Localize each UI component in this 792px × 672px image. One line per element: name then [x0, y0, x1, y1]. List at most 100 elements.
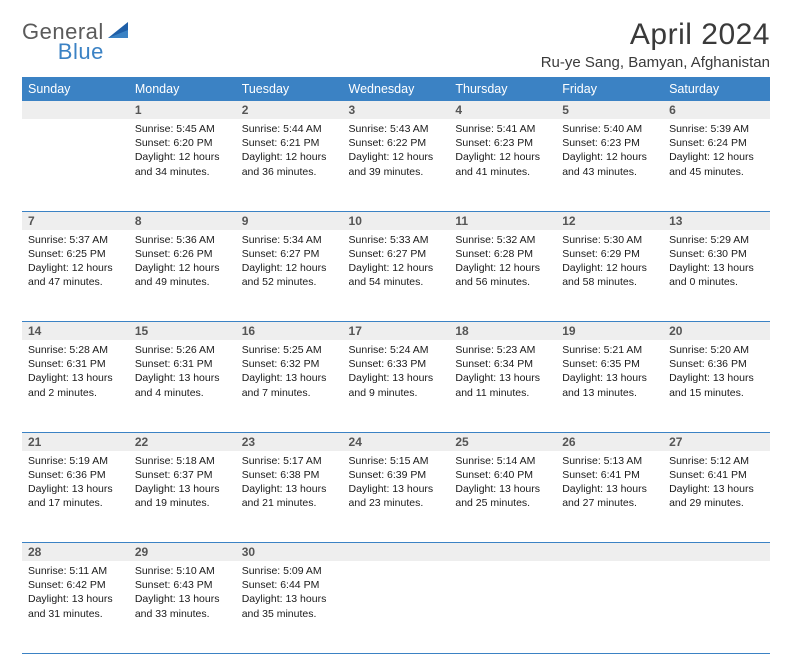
day-cell: Sunrise: 5:34 AMSunset: 6:27 PMDaylight:… [236, 230, 343, 322]
sunrise-line: Sunrise: 5:33 AM [349, 233, 444, 247]
day-number-cell: 19 [556, 322, 663, 341]
sunrise-line: Sunrise: 5:30 AM [562, 233, 657, 247]
day-number-cell: 5 [556, 101, 663, 119]
day-details: Sunrise: 5:15 AMSunset: 6:39 PMDaylight:… [343, 451, 450, 515]
sunrise-line: Sunrise: 5:36 AM [135, 233, 230, 247]
logo-sail-icon [106, 18, 130, 45]
day-details: Sunrise: 5:40 AMSunset: 6:23 PMDaylight:… [556, 119, 663, 183]
day-details: Sunrise: 5:34 AMSunset: 6:27 PMDaylight:… [236, 230, 343, 294]
day-details: Sunrise: 5:32 AMSunset: 6:28 PMDaylight:… [449, 230, 556, 294]
day-number-cell [556, 543, 663, 562]
logo-text-blue: Blue [58, 39, 104, 65]
daylight-line: Daylight: 13 hours and 15 minutes. [669, 371, 764, 399]
day-cell [343, 561, 450, 653]
day-body-row: Sunrise: 5:28 AMSunset: 6:31 PMDaylight:… [22, 340, 770, 432]
sunset-line: Sunset: 6:35 PM [562, 357, 657, 371]
daylight-line: Daylight: 13 hours and 29 minutes. [669, 482, 764, 510]
day-details: Sunrise: 5:36 AMSunset: 6:26 PMDaylight:… [129, 230, 236, 294]
calendar-page: General Blue April 2024 Ru-ye Sang, Bamy… [0, 0, 792, 672]
day-cell [556, 561, 663, 653]
sunrise-line: Sunrise: 5:39 AM [669, 122, 764, 136]
sunset-line: Sunset: 6:29 PM [562, 247, 657, 261]
day-number-cell: 10 [343, 211, 450, 230]
day-number-row: 14151617181920 [22, 322, 770, 341]
day-number-row: 78910111213 [22, 211, 770, 230]
day-details: Sunrise: 5:17 AMSunset: 6:38 PMDaylight:… [236, 451, 343, 515]
sunrise-line: Sunrise: 5:40 AM [562, 122, 657, 136]
weekday-header: Sunday [22, 77, 129, 101]
sunrise-line: Sunrise: 5:09 AM [242, 564, 337, 578]
sunrise-line: Sunrise: 5:10 AM [135, 564, 230, 578]
day-number-cell: 13 [663, 211, 770, 230]
day-details: Sunrise: 5:21 AMSunset: 6:35 PMDaylight:… [556, 340, 663, 404]
daylight-line: Daylight: 13 hours and 17 minutes. [28, 482, 123, 510]
sunset-line: Sunset: 6:41 PM [669, 468, 764, 482]
day-cell [449, 561, 556, 653]
daylight-line: Daylight: 13 hours and 11 minutes. [455, 371, 550, 399]
sunrise-line: Sunrise: 5:25 AM [242, 343, 337, 357]
month-title: April 2024 [541, 18, 770, 52]
day-cell: Sunrise: 5:28 AMSunset: 6:31 PMDaylight:… [22, 340, 129, 432]
day-cell: Sunrise: 5:44 AMSunset: 6:21 PMDaylight:… [236, 119, 343, 211]
day-cell: Sunrise: 5:13 AMSunset: 6:41 PMDaylight:… [556, 451, 663, 543]
day-number-cell: 1 [129, 101, 236, 119]
title-block: April 2024 Ru-ye Sang, Bamyan, Afghanist… [541, 18, 770, 71]
sunset-line: Sunset: 6:33 PM [349, 357, 444, 371]
day-details: Sunrise: 5:43 AMSunset: 6:22 PMDaylight:… [343, 119, 450, 183]
sunrise-line: Sunrise: 5:17 AM [242, 454, 337, 468]
day-number-cell [22, 101, 129, 119]
sunset-line: Sunset: 6:20 PM [135, 136, 230, 150]
day-details: Sunrise: 5:23 AMSunset: 6:34 PMDaylight:… [449, 340, 556, 404]
daylight-line: Daylight: 13 hours and 9 minutes. [349, 371, 444, 399]
day-cell: Sunrise: 5:37 AMSunset: 6:25 PMDaylight:… [22, 230, 129, 322]
sunset-line: Sunset: 6:34 PM [455, 357, 550, 371]
sunrise-line: Sunrise: 5:12 AM [669, 454, 764, 468]
day-cell: Sunrise: 5:10 AMSunset: 6:43 PMDaylight:… [129, 561, 236, 653]
day-details: Sunrise: 5:24 AMSunset: 6:33 PMDaylight:… [343, 340, 450, 404]
day-cell: Sunrise: 5:43 AMSunset: 6:22 PMDaylight:… [343, 119, 450, 211]
day-number-cell: 21 [22, 432, 129, 451]
daylight-line: Daylight: 12 hours and 58 minutes. [562, 261, 657, 289]
day-number-cell: 17 [343, 322, 450, 341]
sunrise-line: Sunrise: 5:29 AM [669, 233, 764, 247]
day-details: Sunrise: 5:44 AMSunset: 6:21 PMDaylight:… [236, 119, 343, 183]
daylight-line: Daylight: 12 hours and 39 minutes. [349, 150, 444, 178]
day-details: Sunrise: 5:12 AMSunset: 6:41 PMDaylight:… [663, 451, 770, 515]
sunset-line: Sunset: 6:25 PM [28, 247, 123, 261]
daylight-line: Daylight: 12 hours and 54 minutes. [349, 261, 444, 289]
day-cell: Sunrise: 5:29 AMSunset: 6:30 PMDaylight:… [663, 230, 770, 322]
daylight-line: Daylight: 13 hours and 35 minutes. [242, 592, 337, 620]
location: Ru-ye Sang, Bamyan, Afghanistan [541, 54, 770, 71]
day-details: Sunrise: 5:37 AMSunset: 6:25 PMDaylight:… [22, 230, 129, 294]
day-number-row: 21222324252627 [22, 432, 770, 451]
day-number-cell: 9 [236, 211, 343, 230]
header: General Blue April 2024 Ru-ye Sang, Bamy… [22, 18, 770, 71]
day-details: Sunrise: 5:14 AMSunset: 6:40 PMDaylight:… [449, 451, 556, 515]
sunrise-line: Sunrise: 5:43 AM [349, 122, 444, 136]
daylight-line: Daylight: 12 hours and 45 minutes. [669, 150, 764, 178]
day-number-cell: 29 [129, 543, 236, 562]
day-cell: Sunrise: 5:14 AMSunset: 6:40 PMDaylight:… [449, 451, 556, 543]
sunset-line: Sunset: 6:38 PM [242, 468, 337, 482]
day-details: Sunrise: 5:28 AMSunset: 6:31 PMDaylight:… [22, 340, 129, 404]
day-cell [663, 561, 770, 653]
sunset-line: Sunset: 6:28 PM [455, 247, 550, 261]
day-number-cell: 12 [556, 211, 663, 230]
sunrise-line: Sunrise: 5:18 AM [135, 454, 230, 468]
sunrise-line: Sunrise: 5:37 AM [28, 233, 123, 247]
day-details: Sunrise: 5:39 AMSunset: 6:24 PMDaylight:… [663, 119, 770, 183]
day-number-cell [343, 543, 450, 562]
day-cell: Sunrise: 5:18 AMSunset: 6:37 PMDaylight:… [129, 451, 236, 543]
day-cell: Sunrise: 5:21 AMSunset: 6:35 PMDaylight:… [556, 340, 663, 432]
sunset-line: Sunset: 6:36 PM [669, 357, 764, 371]
daylight-line: Daylight: 12 hours and 36 minutes. [242, 150, 337, 178]
day-body-row: Sunrise: 5:37 AMSunset: 6:25 PM Daylight:… [22, 230, 770, 322]
sunset-line: Sunset: 6:23 PM [562, 136, 657, 150]
day-cell: Sunrise: 5:09 AMSunset: 6:44 PMDaylight:… [236, 561, 343, 653]
day-cell: Sunrise: 5:17 AMSunset: 6:38 PMDaylight:… [236, 451, 343, 543]
day-cell: Sunrise: 5:11 AMSunset: 6:42 PMDaylight:… [22, 561, 129, 653]
day-details: Sunrise: 5:13 AMSunset: 6:41 PMDaylight:… [556, 451, 663, 515]
sunset-line: Sunset: 6:27 PM [242, 247, 337, 261]
weekday-header: Wednesday [343, 77, 450, 101]
day-cell: Sunrise: 5:36 AMSunset: 6:26 PMDaylight:… [129, 230, 236, 322]
